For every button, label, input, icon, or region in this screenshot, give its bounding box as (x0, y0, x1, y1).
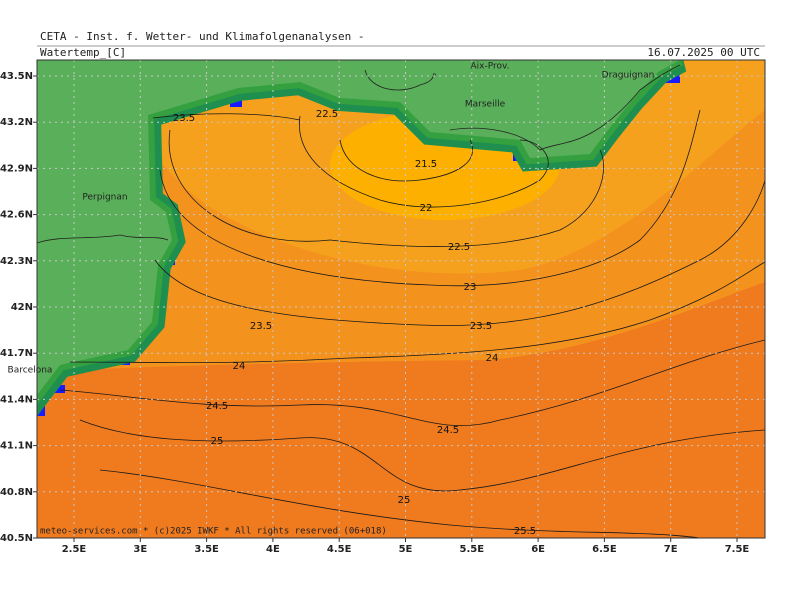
lat-label: 40.5N (0, 533, 33, 544)
contour-label: 25.5 (514, 526, 536, 537)
lon-label: 7.5E (725, 544, 750, 555)
lon-label: 5E (399, 544, 413, 555)
lat-label: 40.8N (0, 487, 33, 498)
lat-label: 42.3N (0, 256, 33, 267)
contour-label: 25 (398, 495, 411, 506)
lat-label: 42.9N (0, 163, 33, 174)
lon-label: 2.5E (62, 544, 87, 555)
contour-label: 23.5 (173, 113, 195, 124)
place-label: Barcelona (8, 366, 53, 376)
contour-label: 24 (233, 361, 246, 372)
contour-label: 24 (486, 353, 499, 364)
land (37, 60, 680, 395)
contour-label: 21.5 (415, 159, 437, 170)
map-area (37, 60, 765, 538)
contour-label: 24.5 (437, 425, 459, 436)
lat-label: 42.6N (0, 210, 33, 221)
lon-label: 4E (266, 544, 280, 555)
lat-label: 42N (11, 302, 33, 313)
contour-label: 23 (464, 282, 477, 293)
borders (37, 64, 681, 244)
datetime: 16.07.2025 00 UTC (647, 46, 760, 59)
contours (59, 109, 765, 538)
contour-label: 22 (420, 203, 433, 214)
lat-label: 41.7N (0, 348, 33, 359)
lon-label: 6.5E (592, 544, 617, 555)
lon-label: 7E (664, 544, 678, 555)
contour-label: 22.5 (448, 242, 470, 253)
place-label: Perpignan (82, 193, 127, 203)
lat-label: 43.2N (0, 117, 33, 128)
title: CETA - Inst. f. Wetter- und Klimafolgena… (40, 30, 365, 43)
contour-label: 25 (211, 436, 224, 447)
lat-label: 41.4N (0, 394, 33, 405)
contour-label: 23.5 (470, 321, 492, 332)
place-label: Aix-Prov. (471, 62, 510, 72)
lon-label: 3E (133, 544, 147, 555)
contour-label: 22.5 (316, 109, 338, 120)
lat-label: 43.5N (0, 71, 33, 82)
lon-label: 3.5E (194, 544, 219, 555)
contour-label: 24.5 (206, 401, 228, 412)
lon-label: 6E (531, 544, 545, 555)
variable: Watertemp_[C] (40, 46, 126, 59)
frame (36, 59, 766, 539)
lat-label: 41.1N (0, 441, 33, 452)
place-label: Draguignan (602, 71, 655, 81)
footer: meteo-services.com * (c)2025 IWKF * All … (40, 527, 387, 537)
contour-label: 23.5 (250, 321, 272, 332)
place-label: Marseille (465, 100, 506, 110)
lon-label: 4.5E (327, 544, 352, 555)
lon-label: 5.5E (460, 544, 485, 555)
